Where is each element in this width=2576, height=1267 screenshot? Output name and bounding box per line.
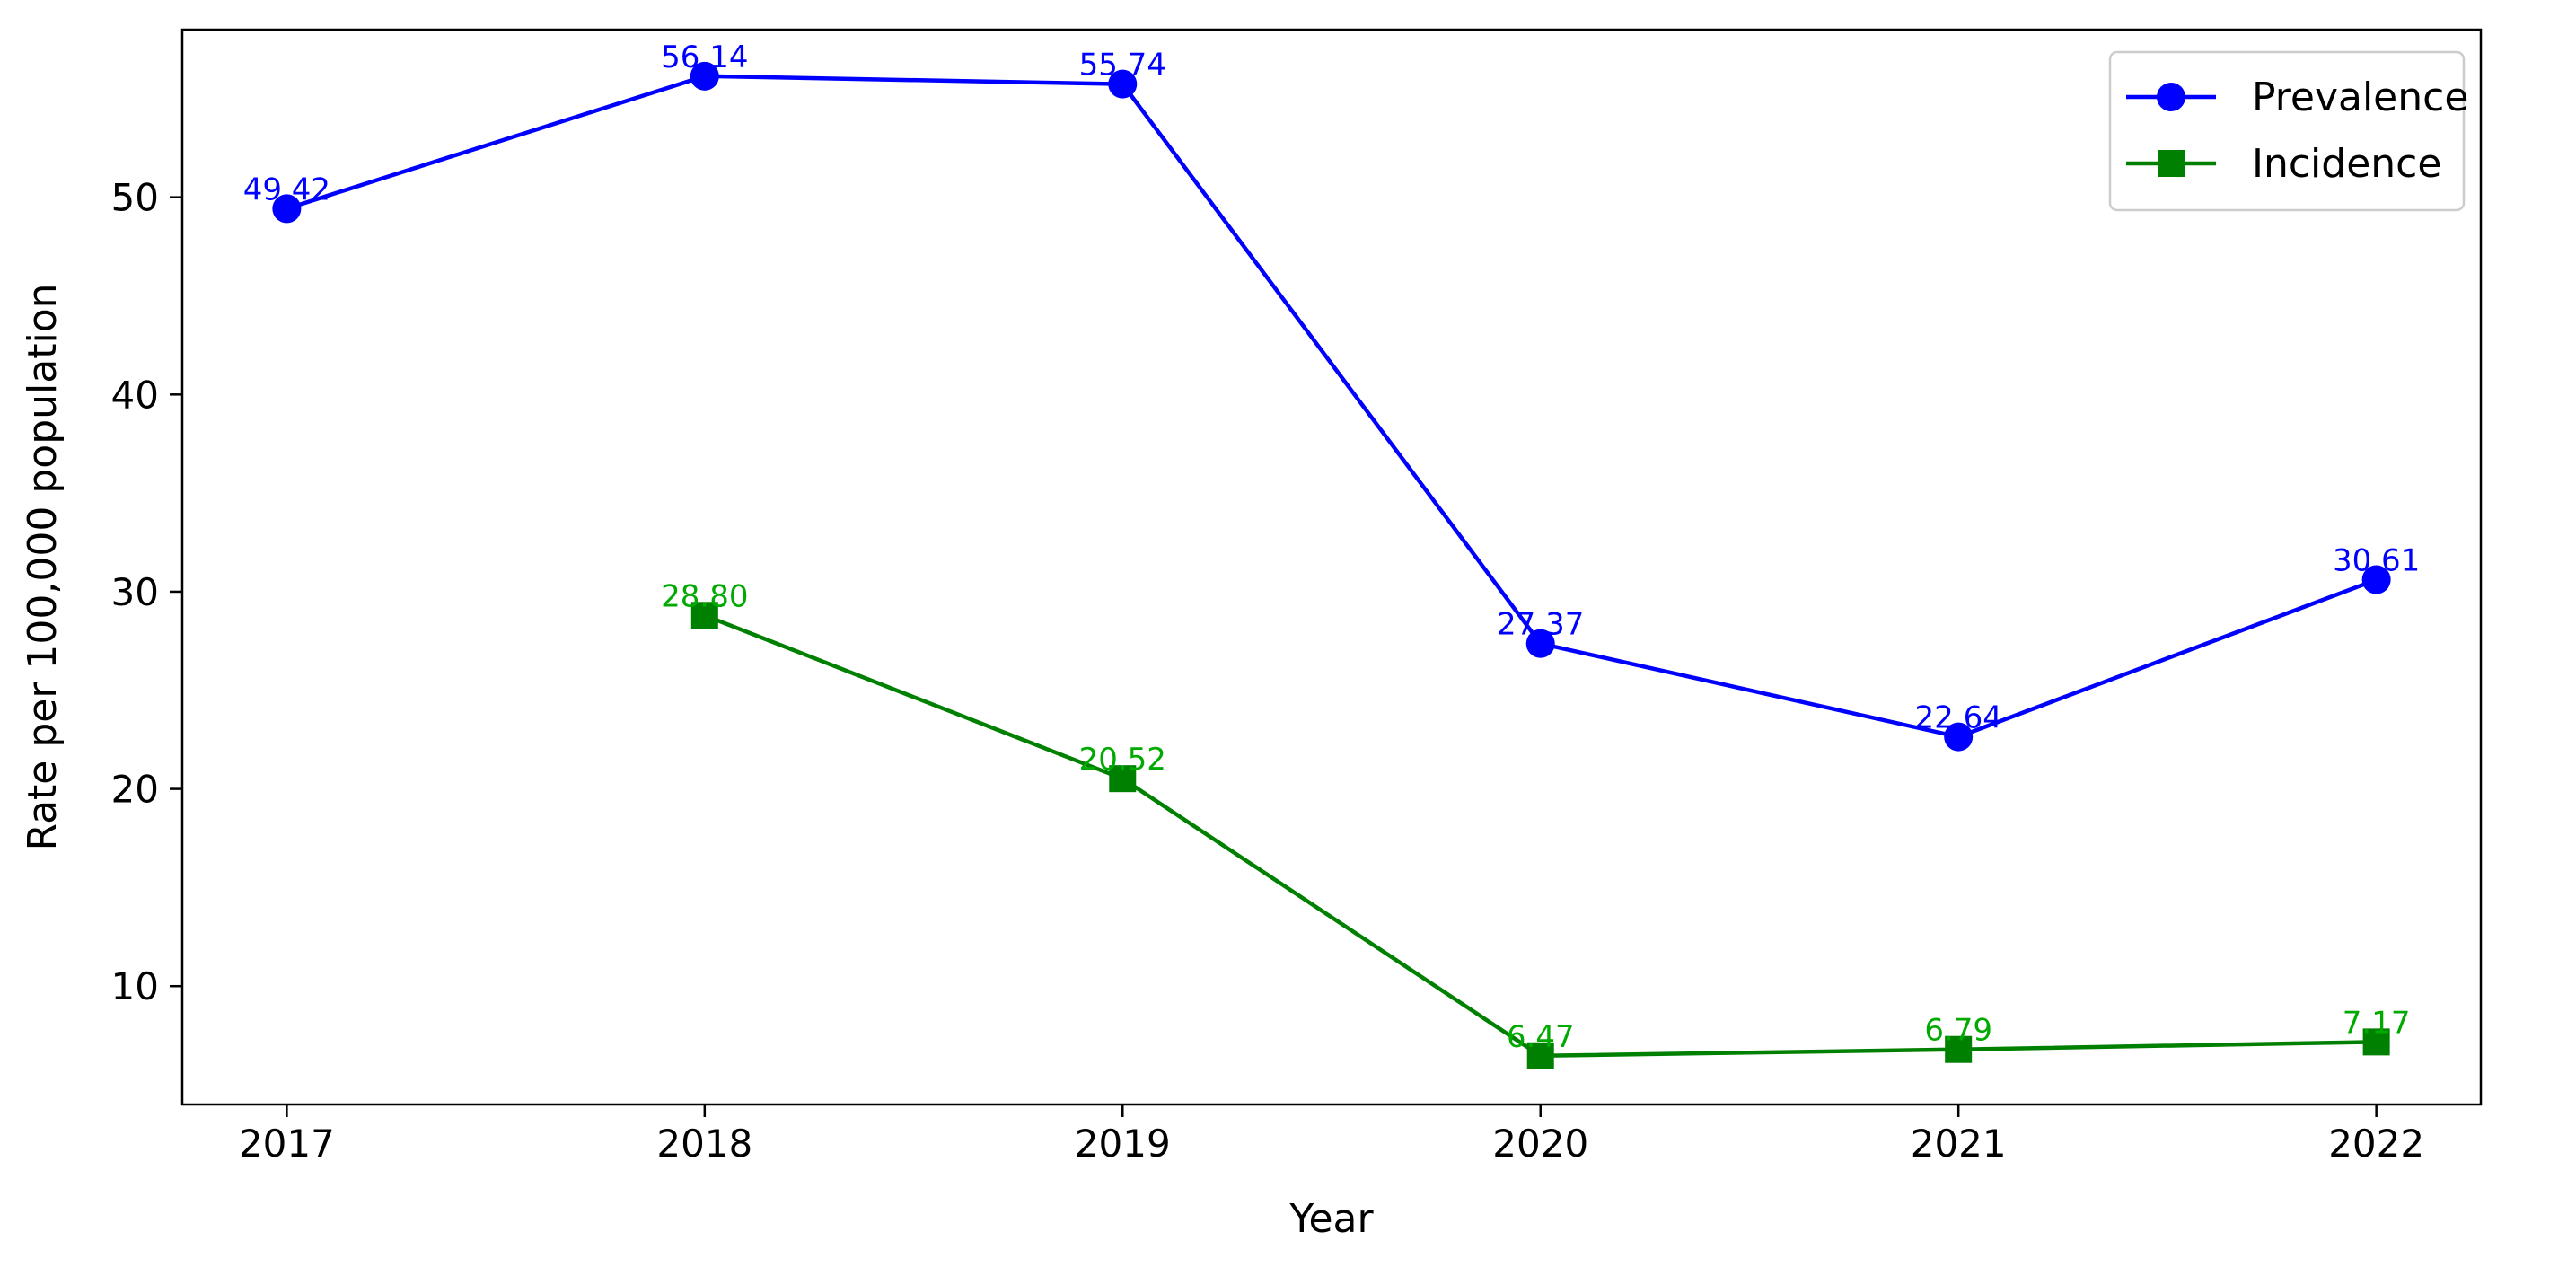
prevalence-data-label-2020: 27.37: [1497, 607, 1584, 643]
x-tick-label-2020: 2020: [1492, 1122, 1588, 1166]
prevalence-point-2018: [690, 61, 719, 91]
legend-label-incidence: Incidence: [2252, 141, 2441, 187]
y-tick-label-10: 10: [111, 964, 159, 1008]
incidence-data-label-2021: 6.79: [1924, 1013, 1992, 1049]
x-axis-label: Year: [1288, 1196, 1374, 1242]
incidence-data-label-2019: 20.52: [1079, 742, 1166, 778]
prevalence-data-label-2017: 49.42: [243, 172, 330, 207]
prevalence-point-2019: [1108, 69, 1138, 99]
y-tick-label-50: 50: [111, 176, 159, 220]
incidence-point-2021: [1945, 1035, 1973, 1063]
legend: Prevalence Incidence: [2108, 50, 2468, 212]
y-tick-label-20: 20: [111, 768, 159, 812]
x-tick-label-2019: 2019: [1075, 1122, 1171, 1166]
incidence-data-label-2022: 7.17: [2343, 1005, 2411, 1041]
axes-layer: 2017 2018 2019 2020 2021 2022 10 20 30 40 50 Year Ra…: [20, 28, 2483, 1242]
x-tick-label-2021: 2021: [1911, 1122, 2007, 1166]
plot-frame: [180, 28, 2483, 1106]
prevalence-data-label-2022: 30.61: [2333, 543, 2420, 579]
x-tick-label-2018: 2018: [656, 1122, 752, 1166]
incidence-point-2019: [1109, 765, 1137, 793]
prevalence-data-label-2019: 55.74: [1079, 48, 1166, 84]
prevalence-point-2022: [2361, 565, 2391, 594]
legend-marker-prevalence: [2157, 83, 2185, 111]
prevalence-data-label-2018: 56.14: [661, 40, 748, 75]
y-tick-label-30: 30: [111, 570, 159, 614]
prevalence-point-2021: [1944, 722, 1974, 752]
legend-marker-incidence: [2158, 150, 2185, 177]
series-layer: [272, 61, 2391, 1069]
incidence-data-label-2018: 28.80: [661, 578, 748, 614]
prevalence-line: [286, 74, 2378, 739]
legend-label-prevalence: Prevalence: [2252, 75, 2468, 120]
prevalence-point-2017: [272, 194, 302, 224]
legend-box: [2108, 50, 2466, 212]
y-tick-label-40: 40: [111, 373, 159, 417]
x-tick-label-2017: 2017: [239, 1122, 335, 1166]
x-tick-label-2022: 2022: [2328, 1122, 2424, 1166]
incidence-data-label-2020: 6.47: [1507, 1019, 1575, 1055]
prevalence-data-label-2021: 22.64: [1915, 700, 2002, 736]
incidence-point-2022: [2362, 1028, 2390, 1056]
y-axis-label: Rate per 100,000 population: [20, 283, 66, 850]
prevalence-point-2020: [1525, 629, 1555, 658]
incidence-point-2018: [690, 602, 718, 629]
labels-layer: 49.42 56.14 55.74 27.37 22.64 30.61 28.80 20.52…: [243, 40, 2421, 1055]
incidence-point-2020: [1526, 1042, 1554, 1069]
